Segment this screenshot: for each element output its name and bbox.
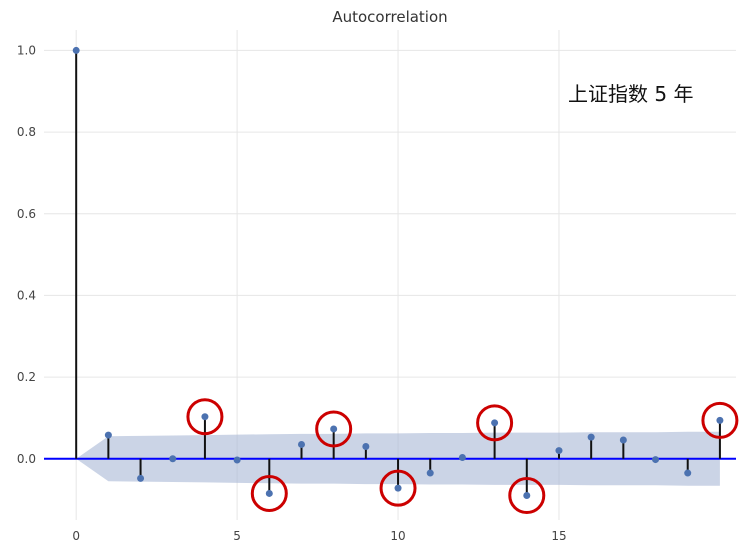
highlight-circle [315,410,353,448]
y-tick-label: 0.8 [17,125,36,139]
acf-point [72,46,80,54]
acf-point [394,484,402,492]
y-tick-label: 0.0 [17,452,36,466]
acf-point [362,443,370,450]
acf-point [104,431,112,439]
chart-annotation: 上证指数 5 年 [568,82,694,106]
acf-point [523,492,531,499]
acf-point [233,456,241,464]
highlight-circle [379,469,417,507]
highlight-circle [186,398,224,436]
x-tick-label: 5 [233,529,241,543]
y-tick-label: 0.4 [17,288,36,302]
y-tick-label: 0.6 [17,207,36,221]
acf-point [201,413,209,421]
acf-point [458,454,466,462]
x-tick-label: 0 [72,529,80,543]
acf-point [587,433,595,441]
acf-point [137,474,145,482]
acf-point [555,447,563,455]
highlight-circle [250,474,288,512]
y-tick-label: 1.0 [17,43,36,57]
highlight-circle [701,401,739,439]
highlight-circle [476,404,514,442]
acf-point [652,456,660,464]
acf-point [330,425,338,433]
highlight-circle [508,477,546,514]
acf-point [491,419,499,427]
acf-point [716,416,724,424]
x-tick-label: 10 [390,529,405,543]
acf-point [169,455,177,463]
x-tick-label: 15 [551,529,566,543]
acf-point [297,440,305,448]
acf-point [619,436,627,444]
acf-point [265,489,273,497]
chart-title: Autocorrelation [332,8,448,26]
acf-point [426,469,434,477]
acf-point [684,469,692,477]
y-tick-label: 0.2 [17,370,36,384]
